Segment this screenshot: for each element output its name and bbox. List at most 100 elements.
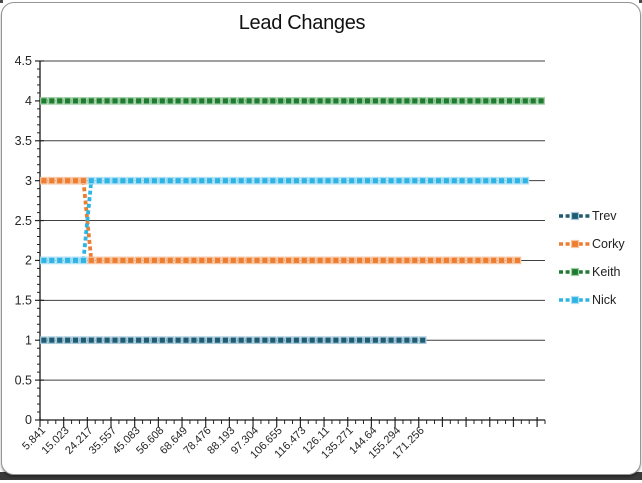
series-marker-keith — [355, 97, 364, 105]
series-marker-nick — [458, 176, 466, 185]
y-tick-label: 4.5 — [15, 54, 32, 68]
series-marker-keith — [529, 97, 538, 105]
series-marker-nick — [332, 176, 340, 185]
series-marker-nick — [474, 176, 482, 185]
series-marker-corky — [119, 256, 127, 265]
series-marker-corky — [103, 256, 111, 265]
series-keith — [40, 97, 545, 105]
series-marker-nick — [284, 176, 293, 185]
series-marker-keith — [434, 97, 443, 105]
series-marker-corky — [379, 256, 388, 265]
y-gridlines — [40, 60, 545, 421]
series-marker-nick — [355, 176, 364, 185]
x-axis-ticks — [39, 417, 546, 427]
legend-item-corky: Corky — [559, 230, 625, 258]
series-marker-corky — [276, 256, 285, 265]
series-marker-trev — [111, 336, 119, 345]
series-marker-corky — [63, 176, 72, 185]
series-marker-trev — [79, 336, 88, 345]
series-marker-keith — [174, 97, 182, 105]
series-marker-nick — [521, 176, 530, 185]
series-marker-keith — [205, 97, 214, 105]
series-marker-corky — [40, 176, 48, 185]
series-marker-trev — [166, 336, 175, 345]
series-marker-nick — [79, 256, 88, 265]
y-tick-label: 0.5 — [15, 373, 32, 387]
y-tick-label: 3.5 — [15, 134, 32, 148]
series-marker-nick — [442, 176, 451, 185]
series-marker-keith — [363, 97, 372, 105]
series-marker-trev — [284, 336, 293, 345]
series-marker-nick — [316, 176, 324, 185]
series-marker-keith — [71, 97, 80, 105]
series-marker-corky — [87, 256, 96, 265]
series-marker-nick — [126, 176, 135, 185]
series-marker-trev — [418, 336, 427, 345]
series-marker-nick — [497, 176, 506, 185]
series-marker-corky — [387, 256, 395, 265]
series-marker-trev — [339, 336, 348, 345]
series-marker-keith — [466, 97, 474, 105]
series-marker-nick — [103, 176, 111, 185]
series-marker-nick — [426, 176, 435, 185]
series-marker-corky — [300, 256, 309, 265]
series-marker-keith — [489, 97, 498, 105]
legend-square — [570, 267, 580, 277]
series-marker-keith — [387, 97, 395, 105]
series-marker-corky — [458, 256, 466, 265]
series-marker-corky — [324, 256, 332, 265]
series-marker-trev — [300, 336, 309, 345]
series-marker-nick — [245, 176, 253, 185]
series-marker-corky — [308, 256, 317, 265]
legend-marker-nick — [559, 295, 591, 305]
series-marker-corky — [284, 256, 293, 265]
series-marker-nick — [505, 176, 514, 185]
series-marker-nick — [71, 256, 80, 265]
series-marker-nick — [268, 176, 277, 185]
series-marker-nick — [379, 176, 388, 185]
series-marker-corky — [158, 256, 167, 265]
series-marker-nick — [158, 176, 167, 185]
series-marker-trev — [71, 336, 80, 345]
series-marker-trev — [410, 336, 419, 345]
series-marker-keith — [40, 97, 48, 105]
series-marker-keith — [79, 97, 88, 105]
series-marker-nick — [513, 176, 522, 185]
series-marker-trev — [316, 336, 324, 345]
series-marker-nick — [197, 176, 206, 185]
series-marker-corky — [174, 256, 182, 265]
series-marker-trev — [87, 336, 96, 345]
series-marker-trev — [308, 336, 317, 345]
series-marker-trev — [268, 336, 277, 345]
series-marker-trev — [229, 336, 238, 345]
series-marker-corky — [79, 176, 88, 185]
series-marker-corky — [268, 256, 277, 265]
series-corky — [40, 176, 522, 265]
series-marker-nick — [111, 176, 119, 185]
series-marker-corky — [339, 256, 348, 265]
series-marker-corky — [205, 256, 214, 265]
series-marker-trev — [95, 336, 104, 345]
series-marker-nick — [292, 176, 301, 185]
series-marker-nick — [418, 176, 427, 185]
series-marker-keith — [158, 97, 167, 105]
series-marker-trev — [363, 336, 372, 345]
series-marker-keith — [276, 97, 285, 105]
series-marker-nick — [434, 176, 443, 185]
series-marker-keith — [458, 97, 466, 105]
series-marker-trev — [245, 336, 253, 345]
series-marker-trev — [150, 336, 159, 345]
series-marker-corky — [261, 256, 269, 265]
series-marker-trev — [379, 336, 388, 345]
series-marker-trev — [126, 336, 135, 345]
series-marker-keith — [521, 97, 530, 105]
series-marker-keith — [182, 97, 190, 105]
series-marker-keith — [379, 97, 388, 105]
series-marker-nick — [182, 176, 190, 185]
series-marker-nick — [40, 256, 48, 265]
series-marker-nick — [205, 176, 214, 185]
series-marker-nick — [339, 176, 348, 185]
series-marker-keith — [324, 97, 332, 105]
series-marker-corky — [182, 256, 190, 265]
series-marker-trev — [332, 336, 340, 345]
